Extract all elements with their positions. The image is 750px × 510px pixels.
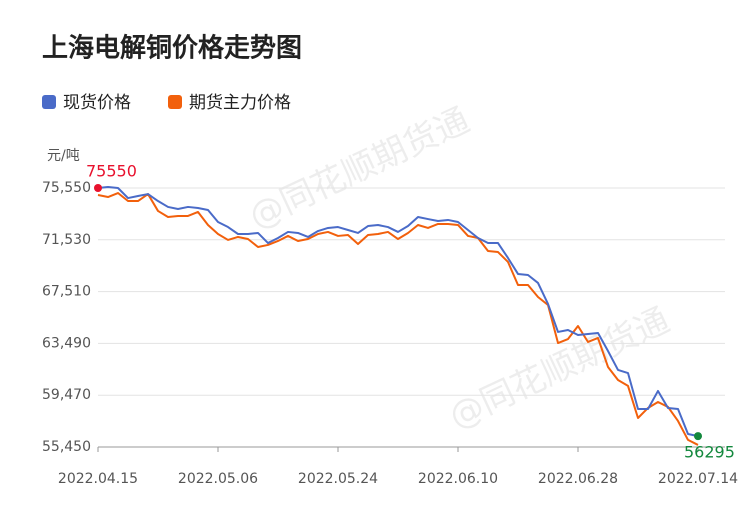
- chart-title: 上海电解铜价格走势图: [42, 33, 302, 64]
- y-tick-label: 67,510: [42, 284, 91, 300]
- x-tick-label: 2022.05.24: [298, 471, 378, 487]
- x-tick-label: 2022.05.06: [178, 471, 258, 487]
- x-tick-label: 2022.06.10: [418, 471, 498, 487]
- y-tick-label: 75,550: [42, 180, 91, 196]
- high-label: 75550: [86, 162, 137, 181]
- y-tick-label: 71,530: [42, 232, 91, 248]
- x-tick-label: 2022.04.15: [58, 471, 138, 487]
- x-tick-label: 2022.07.14: [658, 471, 738, 487]
- high-point: [94, 184, 102, 192]
- y-tick-label: 59,470: [42, 387, 91, 403]
- low-label: 56295: [684, 443, 735, 462]
- x-tick-label: 2022.06.28: [538, 471, 618, 487]
- y-tick-label: 63,490: [42, 335, 91, 351]
- legend-swatch: [168, 95, 182, 109]
- legend-label: 期货主力价格: [189, 93, 291, 113]
- series-line: [97, 185, 699, 438]
- legend-label: 现货价格: [63, 93, 131, 113]
- y-axis-unit: 元/吨: [47, 148, 80, 164]
- series-line: [97, 192, 699, 446]
- legend-swatch: [42, 95, 56, 109]
- watermark: @同花顺期货通: [243, 100, 476, 237]
- y-tick-label: 55,450: [42, 439, 91, 455]
- low-point: [694, 432, 702, 441]
